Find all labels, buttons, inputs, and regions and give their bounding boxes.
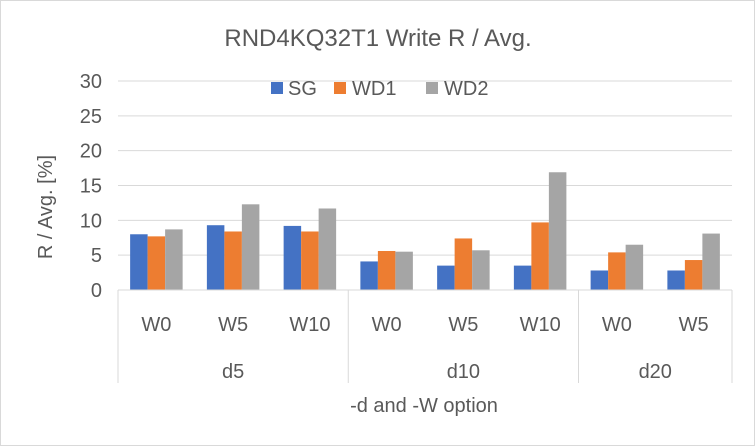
x-tick-label: W0 (372, 314, 402, 336)
x-tick-label: W5 (679, 314, 709, 336)
bar-wd1 (224, 231, 242, 290)
bar-wd1 (454, 238, 473, 290)
y-axis-title: R / Avg. [%] (35, 155, 57, 259)
x-axis: W0 W5 W10 W0 W5 W10 W0 W5 d5 d10 d20 (117, 289, 733, 383)
bar-wd2 (472, 250, 490, 290)
x-tick-label: W5 (218, 314, 248, 336)
bar-sg (513, 265, 532, 290)
bar-sg (667, 270, 685, 290)
legend-swatch-wd2 (426, 82, 438, 94)
x-tick-label: W10 (289, 314, 330, 336)
legend-swatch-sg (271, 82, 283, 94)
bar-wd2 (318, 208, 337, 290)
bar-wd1 (147, 236, 166, 290)
bar-sg (437, 265, 455, 290)
bar-wd1 (377, 250, 396, 290)
group-label: d10 (447, 361, 480, 383)
bar-wd1 (608, 252, 626, 290)
bar-wd2 (702, 233, 720, 290)
x-axis-title: -d and -W option (350, 395, 498, 417)
bars (130, 172, 720, 290)
legend-label-wd1: WD1 (352, 78, 396, 100)
x-tick-label: W0 (602, 314, 632, 336)
x-tick-label: W5 (448, 314, 478, 336)
bar-wd2 (165, 229, 183, 290)
bar-sg (360, 261, 378, 290)
legend-label-sg: SG (288, 78, 317, 100)
bar-wd2 (241, 204, 260, 290)
bar-sg (590, 270, 609, 290)
legend: SG WD1 WD2 (271, 78, 488, 100)
y-tick-label: 15 (80, 176, 102, 198)
y-tick-label: 5 (91, 245, 102, 267)
bar-sg (206, 225, 225, 290)
chart-title: RND4KQ32T1 Write R / Avg. (224, 25, 531, 52)
bar-sg (130, 234, 148, 290)
legend-label-wd2: WD2 (444, 78, 488, 100)
y-tick-label: 25 (80, 106, 102, 128)
y-tick-label: 0 (91, 280, 102, 302)
group-label: d20 (639, 361, 672, 383)
bar-wd1 (301, 231, 319, 290)
x-tick-label: W0 (141, 314, 171, 336)
y-tick-label: 30 (80, 71, 102, 93)
bar-sg (283, 225, 302, 290)
bar-wd2 (625, 244, 644, 290)
group-label: d5 (222, 361, 244, 383)
bar-wd2 (395, 251, 413, 290)
y-tick-label: 20 (80, 141, 102, 163)
bar-wd1 (531, 222, 549, 290)
legend-swatch-wd1 (334, 82, 346, 94)
x-tick-label: W10 (520, 314, 561, 336)
bar-wd2 (548, 172, 567, 290)
y-tick-label: 10 (80, 210, 102, 232)
bar-wd1 (684, 260, 703, 290)
